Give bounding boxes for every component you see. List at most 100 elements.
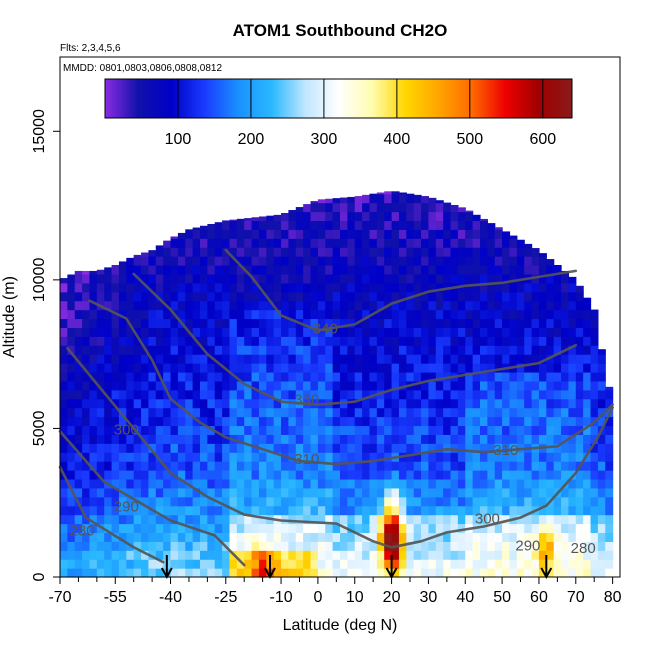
heatmap-cell	[207, 336, 216, 346]
heatmap-cell	[546, 505, 555, 516]
heatmap-cell	[347, 336, 356, 346]
contour-label: 310	[493, 442, 518, 459]
heatmap-cell	[229, 461, 238, 471]
heatmap-cell	[480, 568, 488, 578]
heatmap-cell	[457, 461, 466, 471]
heatmap-cell	[443, 300, 452, 311]
heatmap-cell	[435, 461, 444, 471]
heatmap-cell	[347, 532, 356, 542]
heatmap-cell	[163, 371, 172, 382]
heatmap-cell	[494, 452, 503, 462]
heatmap-cell	[96, 380, 105, 391]
heatmap-cell	[170, 247, 179, 257]
heatmap-cell	[435, 200, 444, 204]
heatmap-cell	[207, 265, 216, 275]
heatmap-cell	[561, 407, 570, 418]
heatmap-cell	[487, 309, 496, 320]
heatmap-cell	[133, 568, 142, 578]
heatmap-cell	[96, 496, 105, 507]
heatmap-cell	[200, 282, 208, 293]
heatmap-cell	[524, 407, 533, 418]
heatmap-cell	[472, 214, 481, 222]
heatmap-cell	[583, 425, 592, 435]
heatmap-cell	[502, 407, 511, 418]
heatmap-cell	[376, 265, 385, 275]
heatmap-cell	[317, 247, 326, 257]
heatmap-cell	[428, 514, 437, 525]
heatmap-cell	[450, 532, 459, 542]
heatmap-cell	[465, 514, 474, 525]
heatmap-cell	[340, 496, 348, 507]
heatmap-cell	[236, 461, 245, 471]
heatmap-cell	[494, 327, 503, 337]
heatmap-cell	[170, 425, 179, 435]
heatmap-cell	[170, 461, 179, 471]
heatmap-cell	[332, 550, 341, 560]
heatmap-cell	[435, 505, 444, 516]
heatmap-cell	[207, 363, 216, 373]
heatmap-cell	[177, 282, 186, 293]
heatmap-cell	[222, 470, 231, 480]
heatmap-cell	[502, 247, 511, 257]
heatmap-cell	[597, 398, 606, 409]
heatmap-cell	[428, 461, 437, 471]
heatmap-cell	[163, 398, 172, 409]
heatmap-cell	[258, 425, 267, 435]
heatmap-cell	[281, 345, 290, 355]
heatmap-cell	[273, 354, 282, 364]
heatmap-cell	[251, 217, 260, 222]
heatmap-cell	[502, 416, 511, 427]
heatmap-cell	[509, 541, 518, 551]
heatmap-cell	[332, 363, 341, 373]
heatmap-cell	[281, 541, 290, 551]
heatmap-cell	[376, 416, 385, 427]
heatmap-cell	[413, 273, 422, 284]
heatmap-cell	[553, 559, 562, 569]
heatmap-cell	[502, 523, 511, 534]
heatmap-cell	[590, 461, 599, 471]
heatmap-cell	[332, 514, 341, 525]
heatmap-cell	[288, 229, 297, 239]
heatmap-cell	[141, 541, 150, 551]
heatmap-cell	[354, 389, 363, 400]
heatmap-cell	[516, 425, 525, 435]
heatmap-cell	[347, 247, 356, 257]
heatmap-cell	[575, 470, 584, 480]
heatmap-cell	[524, 282, 533, 293]
heatmap-cell	[295, 541, 304, 551]
heatmap-cell	[185, 514, 194, 525]
heatmap-cell	[111, 470, 120, 480]
heatmap-cell	[295, 514, 304, 525]
heatmap-cell	[480, 425, 488, 435]
heatmap-cell	[236, 380, 245, 391]
heatmap-cell	[480, 407, 488, 418]
heatmap-cell	[258, 345, 267, 355]
heatmap-cell	[516, 523, 525, 534]
heatmap-cell	[575, 541, 584, 551]
heatmap-cell	[516, 496, 525, 507]
heatmap-cell	[384, 496, 393, 507]
heatmap-cell	[258, 496, 267, 507]
heatmap-cell	[487, 363, 496, 373]
heatmap-cell	[214, 336, 223, 346]
heatmap-cell	[487, 389, 496, 400]
heatmap-cell	[229, 443, 238, 453]
heatmap-cell	[67, 407, 76, 418]
heatmap-cell	[89, 291, 98, 302]
heatmap-cell	[281, 550, 290, 560]
heatmap-cell	[421, 336, 430, 346]
heatmap-cell	[413, 514, 422, 525]
heatmap-cell	[465, 568, 474, 578]
heatmap-cell	[457, 291, 466, 302]
heatmap-cell	[288, 210, 297, 213]
heatmap-cell	[303, 291, 312, 302]
heatmap-cell	[340, 470, 348, 480]
heatmap-cell	[126, 559, 135, 569]
heatmap-cell	[362, 282, 371, 293]
heatmap-cell	[258, 282, 267, 293]
heatmap-cell	[413, 309, 422, 320]
heatmap-cell	[67, 487, 76, 498]
heatmap-cell	[583, 443, 592, 453]
heatmap-cell	[605, 487, 614, 498]
heatmap-cell	[295, 247, 304, 257]
